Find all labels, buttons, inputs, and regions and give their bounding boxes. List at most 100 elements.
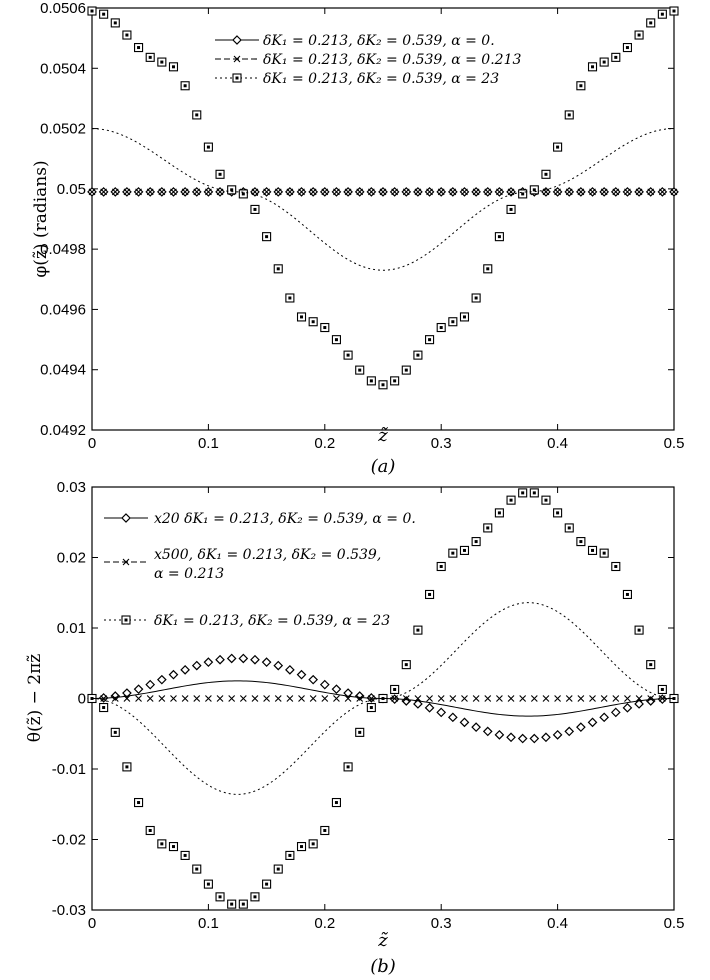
x-tick-label-b: 0.2 (314, 915, 335, 932)
data-point-b-x (356, 695, 364, 702)
x-tick-label-b: 0.5 (664, 915, 685, 932)
y-tick-label-b: -0.02 (52, 832, 86, 849)
y-tick-label-a: 0.0494 (40, 362, 86, 379)
data-point-b-square (215, 892, 225, 902)
data-point-b-diamond (494, 729, 505, 740)
data-point-a-x (670, 188, 678, 196)
data-point-a-square (529, 185, 539, 195)
data-point-b-x (239, 695, 247, 702)
data-point-a-x (263, 188, 270, 196)
data-point-a-x (658, 188, 666, 196)
data-point-a-x (496, 188, 503, 196)
data-point-a-x (344, 188, 352, 196)
data-point-b-x (309, 695, 317, 702)
plot-frame-a (91, 7, 675, 431)
data-point-b-diamond (343, 688, 353, 698)
data-point-b-diamond (261, 657, 272, 668)
data-point-a-square (506, 204, 516, 214)
caption-a: (a) (371, 456, 396, 477)
data-point-b-square (529, 488, 539, 498)
data-point-a-square (494, 232, 504, 242)
data-point-b-square (250, 892, 260, 902)
legend-marker-b-2 (121, 615, 131, 625)
y-tick-label-b: 0.02 (57, 550, 86, 567)
data-point-a-square (273, 264, 283, 274)
data-point-b-x (612, 695, 620, 702)
data-point-b-square (646, 660, 656, 670)
data-point-a-x (402, 188, 410, 196)
data-point-a-square (308, 317, 318, 327)
data-point-a-x (158, 188, 166, 196)
y-tick-label-a: 0.0496 (40, 301, 86, 318)
data-point-a-x (123, 188, 131, 196)
data-point-b-diamond (529, 733, 540, 744)
x-tick-label-a: 0.5 (664, 435, 685, 452)
data-point-b-square (483, 523, 493, 533)
data-point-b-diamond (238, 653, 249, 664)
data-point-b-x (333, 695, 340, 702)
data-point-b-x (286, 695, 294, 702)
y-tick-label-b: 0.03 (57, 479, 86, 496)
data-point-a-x (205, 188, 212, 196)
data-point-a-square (145, 52, 155, 62)
data-point-b-x (577, 695, 585, 702)
data-point-a-x (193, 188, 201, 196)
curves-b (87, 488, 679, 909)
data-point-b-diamond (552, 729, 563, 740)
x-tick-label-a: 0.1 (198, 435, 219, 452)
data-point-b-x (542, 695, 550, 702)
data-point-b-diamond (145, 679, 156, 690)
data-point-a-square (331, 335, 341, 345)
data-point-a-x (577, 188, 585, 196)
data-point-b-x (146, 695, 154, 702)
y-axis-label-b: θ(z̃) − 2πz̃ (25, 654, 45, 742)
data-point-a-x (461, 188, 468, 196)
data-point-a-x (589, 188, 596, 196)
curves-a (87, 6, 679, 390)
data-point-b-square (634, 625, 644, 635)
data-point-a-x (542, 188, 550, 196)
data-point-b-x (193, 695, 201, 702)
y-tick-label-b: -0.03 (52, 902, 86, 919)
ticks-a: 0 0.1 0.2 0.3 0.4 0.5 0.0492 0.0494 0.0496 0.0498… (40, 0, 684, 452)
data-point-b-square (320, 825, 330, 836)
data-point-b-diamond (273, 660, 284, 671)
data-point-a-x (88, 188, 96, 196)
ticks-b: 0 0.1 0.2 0.3 0.4 0.5 -0.03 -0.02 -0.01 0 0.01 0.02… (52, 479, 685, 932)
data-point-b-diamond (215, 654, 225, 665)
data-point-b-x (484, 695, 492, 702)
data-point-a-square (622, 42, 632, 53)
panel-a: 0 0.1 0.2 0.3 0.4 0.5 0.0492 0.0494 0.0496 0.0498… (31, 0, 684, 477)
data-point-b-square (541, 495, 551, 505)
data-point-b-x (216, 695, 224, 702)
y-tick-label-a: 0.0504 (40, 60, 86, 77)
data-point-a-square (413, 350, 423, 360)
data-point-b-square (401, 660, 411, 670)
data-point-b-square (110, 727, 120, 737)
legend-b: x20 δK₁ = 0.213, δK₂ = 0.539, α = 0. x500… (104, 511, 416, 629)
data-point-b-diamond (424, 702, 435, 713)
data-point-b-square (180, 850, 190, 860)
data-point-a-x (100, 188, 108, 196)
data-point-b-diamond (133, 684, 144, 695)
legend-marker-a-0 (232, 35, 242, 45)
x-tick-label-a: 0.2 (314, 435, 335, 452)
data-point-a-square (669, 6, 679, 16)
data-point-a-square (262, 232, 272, 242)
data-point-b-square (238, 899, 248, 909)
data-point-b-diamond (541, 732, 551, 743)
data-point-b-diamond (110, 691, 121, 701)
data-point-b-square (576, 537, 586, 547)
legend-marker-b-0 (121, 513, 131, 523)
data-point-b-square (471, 537, 481, 547)
data-point-a-square (471, 293, 481, 303)
data-point-a-square (657, 9, 667, 19)
data-point-a-square (459, 312, 470, 322)
data-point-a-square (320, 322, 330, 333)
y-tick-label-a: 0.0506 (40, 0, 86, 17)
data-point-a-square (180, 81, 190, 91)
y-tick-label-a: 0.0502 (40, 121, 86, 138)
data-point-b-square (366, 702, 376, 713)
data-point-a-x (379, 188, 387, 196)
data-point-b-diamond (517, 733, 528, 744)
